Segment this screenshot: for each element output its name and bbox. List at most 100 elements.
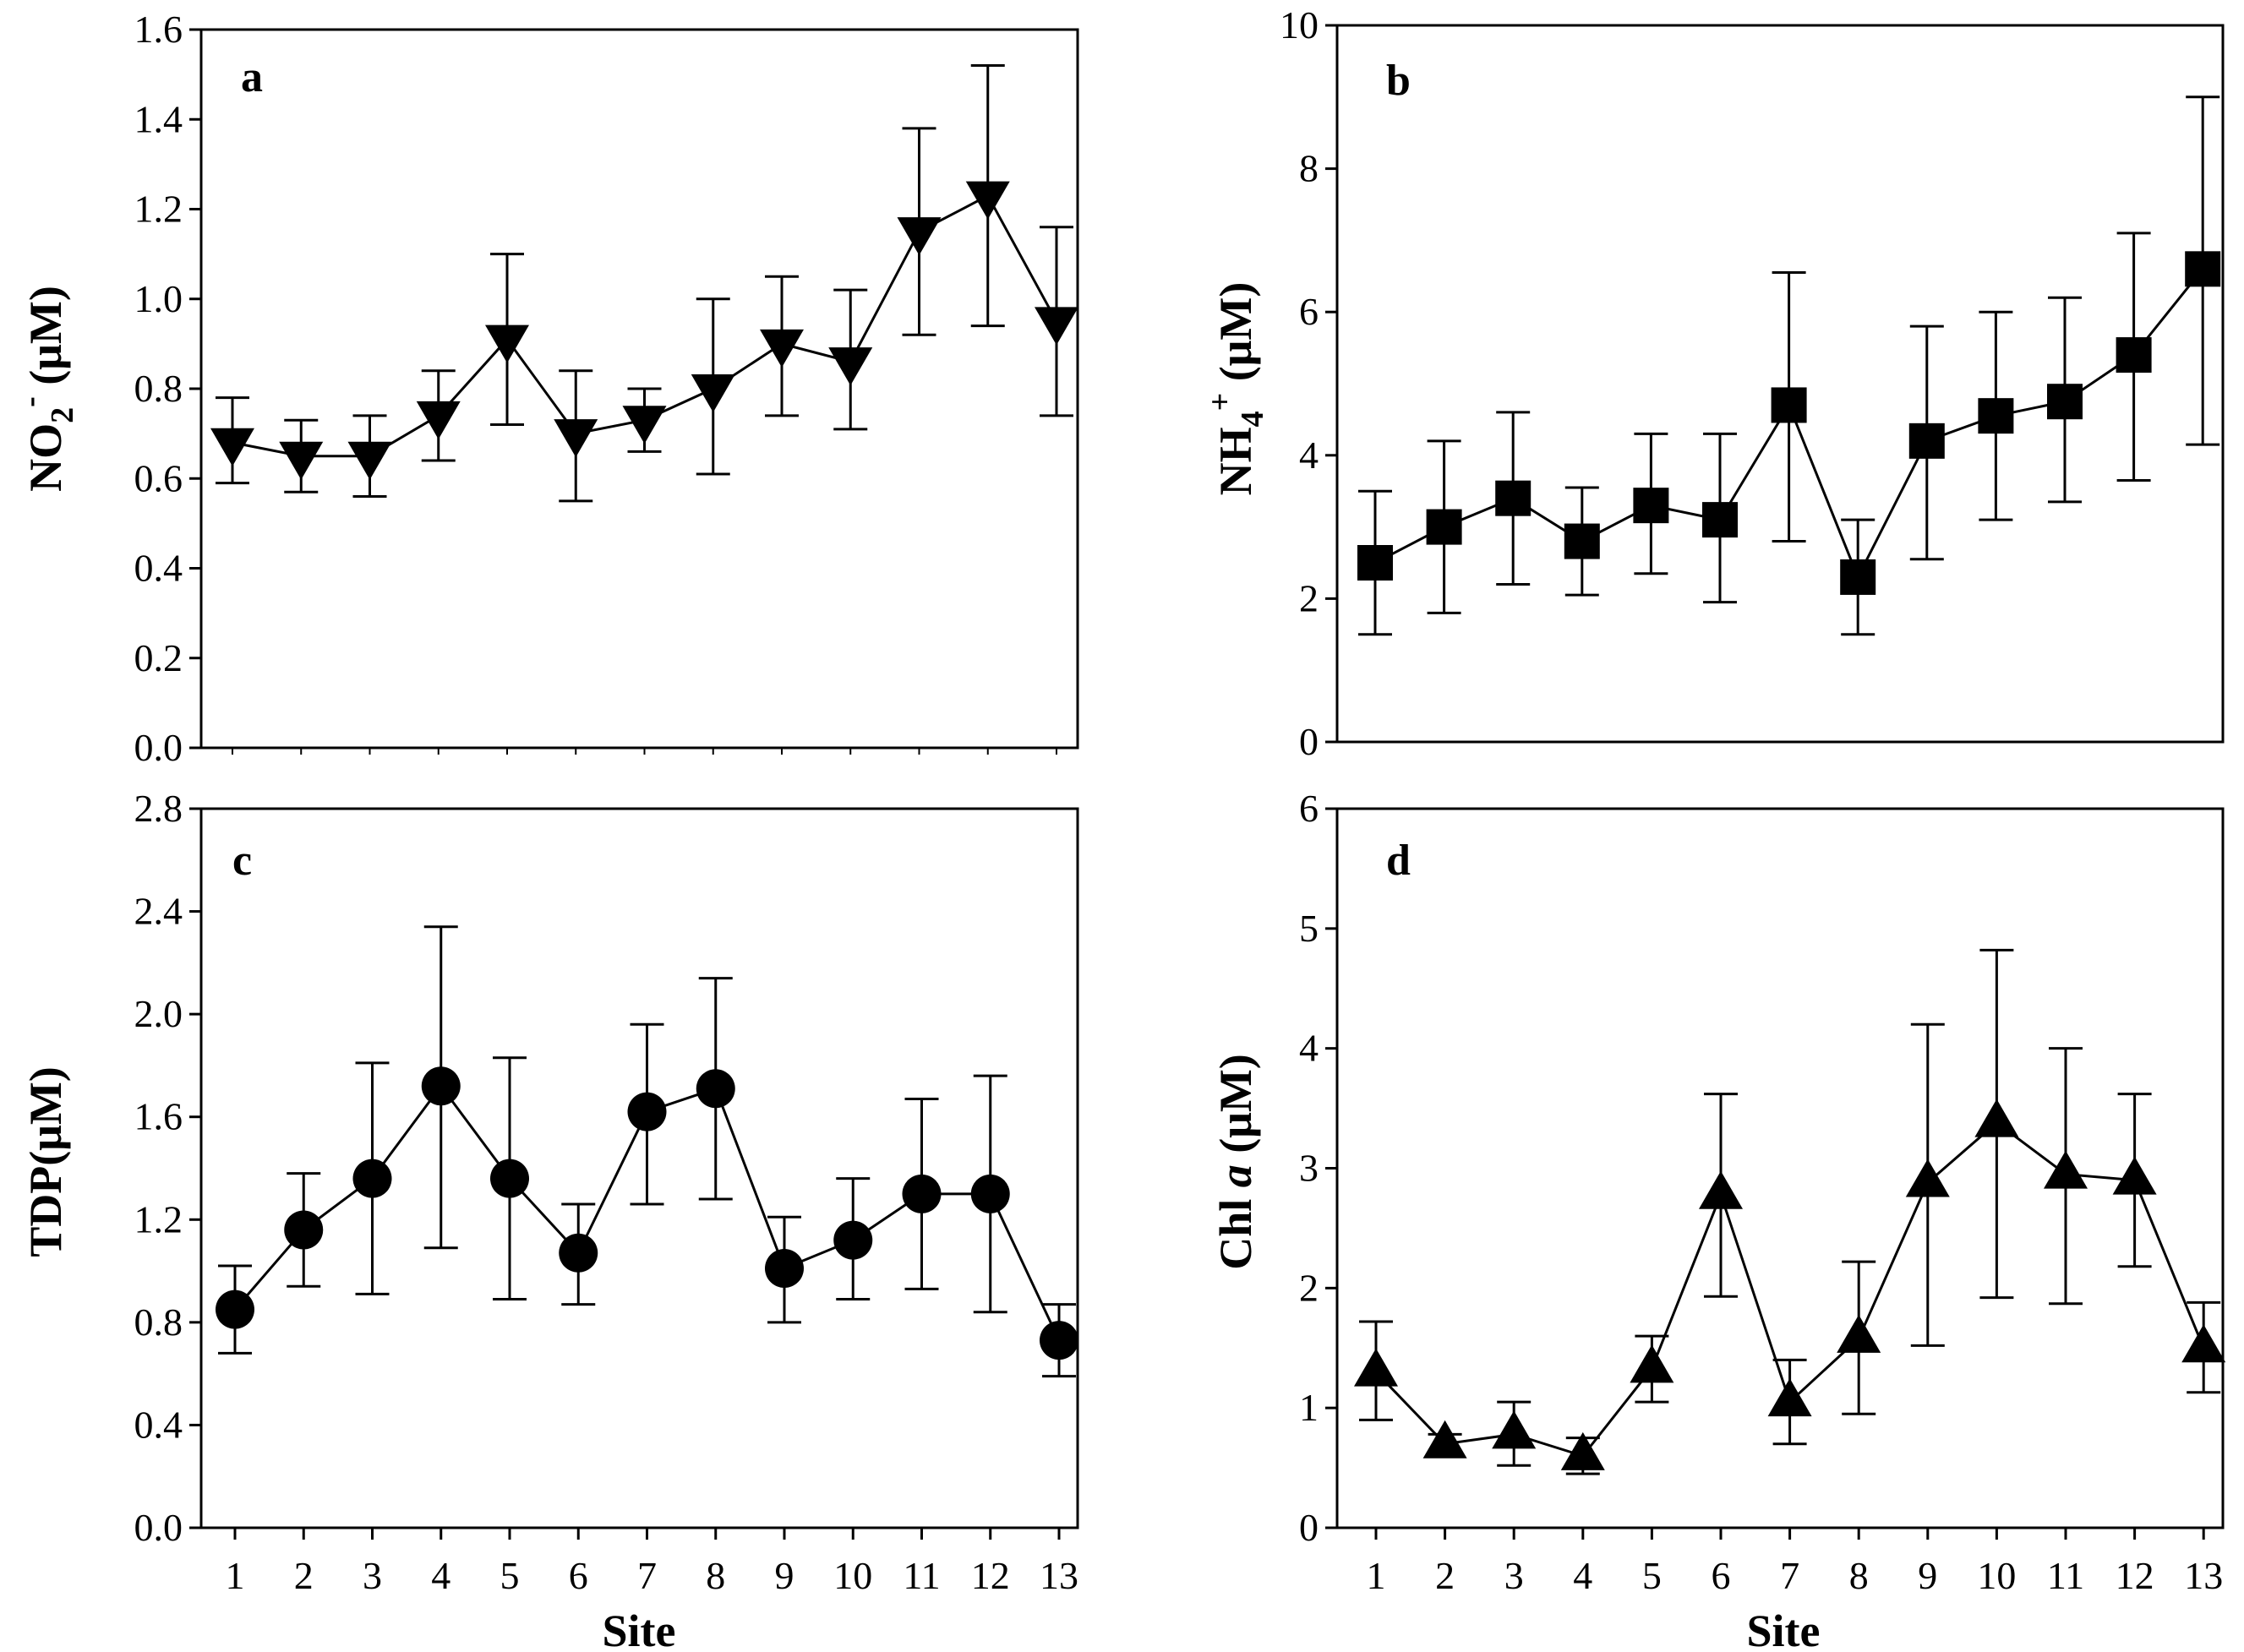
marker-a-13 <box>1035 307 1078 346</box>
marker-c-1 <box>216 1289 254 1329</box>
marker-c-4 <box>421 1066 461 1106</box>
y-tick-label-c-0: 0.0 <box>134 1506 183 1549</box>
marker-a-10 <box>828 347 873 386</box>
y-tick-label-a-0: 0.0 <box>134 726 183 769</box>
x-tick-label-d-6: 7 <box>1780 1554 1799 1597</box>
marker-c-6 <box>559 1233 598 1273</box>
panel-b-ylabel: NH4+ (μM) <box>1203 282 1270 496</box>
x-tick-label-c-4: 5 <box>500 1554 520 1597</box>
x-tick-label-d-12: 13 <box>2184 1554 2223 1597</box>
x-tick-label-c-10: 11 <box>903 1554 940 1597</box>
marker-b-7 <box>1771 387 1807 423</box>
x-tick-label-d-10: 11 <box>2047 1554 2084 1597</box>
y-tick-label-d-4: 4 <box>1299 1027 1319 1070</box>
x-tick-label-d-11: 12 <box>2116 1554 2154 1597</box>
marker-d-4 <box>1560 1431 1605 1470</box>
plot-frame-b <box>1335 24 2225 744</box>
y-tick-label-d-2: 2 <box>1299 1266 1319 1309</box>
y-tick-label-c-2: 0.8 <box>134 1300 183 1344</box>
x-tick-label-c-2: 3 <box>363 1554 382 1597</box>
marker-c-12 <box>970 1174 1010 1213</box>
y-tick-label-c-6: 2.4 <box>134 890 183 933</box>
x-tick-label-d-0: 1 <box>1367 1554 1386 1597</box>
y-tick-label-b-1: 2 <box>1299 576 1319 619</box>
x-tick-label-d-4: 5 <box>1642 1554 1662 1597</box>
marker-d-9 <box>1905 1159 1950 1197</box>
x-tick-label-c-3: 4 <box>431 1554 450 1597</box>
panel-d-letter: d <box>1386 837 1411 885</box>
x-tick-label-c-5: 6 <box>569 1554 588 1597</box>
x-tick-label-c-0: 1 <box>226 1554 245 1597</box>
marker-c-3 <box>352 1159 392 1198</box>
panel-c: c TDP(μM) Site 0.0 0.4 0.8 1.2 1.6 2.0 2.4 2.8 1… <box>20 787 1079 1652</box>
panel-c-ylabel: TDP(μM) <box>20 1066 71 1257</box>
marker-a-1 <box>210 428 254 466</box>
marker-b-11 <box>2047 384 2083 420</box>
marker-b-8 <box>1840 559 1876 595</box>
x-tick-label-d-8: 9 <box>1918 1554 1937 1597</box>
panel-a: a NO2- (μM) 0.0 0.2 0.4 0.6 0.8 1.0 1.2 1.4 1.6 <box>13 8 1079 769</box>
marker-d-2 <box>1422 1420 1467 1458</box>
y-tick-label-c-3: 1.2 <box>134 1197 183 1240</box>
marker-b-1 <box>1357 545 1393 581</box>
x-tick-label-c-7: 8 <box>706 1554 725 1597</box>
panel-a-letter: a <box>241 53 263 101</box>
panel-c-xlabel: Site <box>603 1606 676 1652</box>
marker-d-8 <box>1837 1314 1881 1353</box>
y-tick-label-d-0: 0 <box>1299 1506 1319 1549</box>
marker-a-6 <box>554 419 598 458</box>
x-tick-label-d-5: 6 <box>1712 1554 1731 1597</box>
marker-a-12 <box>965 181 1010 220</box>
y-tick-label-a-2: 0.4 <box>134 547 183 590</box>
marker-a-8 <box>691 374 735 412</box>
marker-c-8 <box>696 1069 735 1109</box>
marker-a-5 <box>485 324 529 363</box>
marker-b-5 <box>1633 488 1669 524</box>
panel-a-ylabel: NO2- (μM) <box>13 286 80 492</box>
panel-b-letter: b <box>1386 57 1411 105</box>
marker-b-13 <box>2185 251 2221 287</box>
marker-b-4 <box>1564 523 1600 559</box>
marker-d-6 <box>1699 1170 1743 1209</box>
marker-c-2 <box>284 1210 324 1250</box>
panel-c-letter: c <box>232 837 252 885</box>
y-tick-label-a-4: 0.8 <box>134 367 183 410</box>
x-tick-label-d-1: 2 <box>1435 1554 1455 1597</box>
y-tick-label-d-6: 6 <box>1299 787 1319 830</box>
marker-c-9 <box>765 1249 804 1289</box>
y-tick-label-b-0: 0 <box>1299 720 1319 763</box>
marker-b-10 <box>1978 398 2014 434</box>
x-tick-label-c-9: 10 <box>833 1554 872 1597</box>
y-tick-label-d-3: 3 <box>1299 1147 1319 1190</box>
x-tick-label-d-2: 3 <box>1504 1554 1524 1597</box>
marker-a-4 <box>416 401 461 439</box>
y-tick-label-d-1: 1 <box>1299 1386 1319 1429</box>
marker-b-12 <box>2116 337 2152 373</box>
marker-c-13 <box>1040 1321 1078 1360</box>
marker-d-10 <box>1974 1099 2019 1137</box>
y-tick-label-b-5: 10 <box>1280 3 1319 46</box>
y-tick-label-c-1: 0.4 <box>134 1403 183 1446</box>
y-tick-label-a-3: 0.6 <box>134 456 183 499</box>
marker-d-5 <box>1630 1344 1674 1383</box>
marker-a-11 <box>897 217 942 256</box>
marker-b-2 <box>1426 509 1462 545</box>
marker-d-7 <box>1767 1378 1812 1417</box>
y-tick-label-c-5: 2.0 <box>134 992 183 1035</box>
y-tick-label-b-3: 6 <box>1299 290 1319 333</box>
y-tick-label-b-4: 8 <box>1299 147 1319 190</box>
y-tick-label-a-5: 1.0 <box>134 277 183 320</box>
marker-d-1 <box>1354 1348 1398 1387</box>
marker-c-5 <box>490 1159 529 1198</box>
marker-d-12 <box>2112 1156 2157 1195</box>
marker-b-6 <box>1702 502 1738 538</box>
marker-a-7 <box>622 406 667 444</box>
x-tick-label-d-9: 10 <box>1977 1554 2016 1597</box>
y-tick-label-d-5: 5 <box>1299 907 1319 950</box>
marker-a-2 <box>279 441 324 480</box>
marker-d-3 <box>1492 1410 1537 1449</box>
y-tick-label-a-7: 1.4 <box>134 97 183 140</box>
marker-a-3 <box>347 441 392 480</box>
